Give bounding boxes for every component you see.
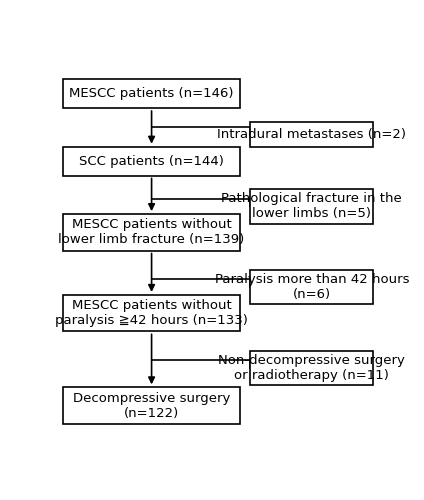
FancyBboxPatch shape bbox=[63, 146, 240, 176]
FancyBboxPatch shape bbox=[63, 295, 240, 332]
FancyBboxPatch shape bbox=[250, 189, 374, 224]
Text: SCC patients (n=144): SCC patients (n=144) bbox=[79, 154, 224, 168]
Text: MESCC patients without
lower limb fracture (n=139): MESCC patients without lower limb fractu… bbox=[59, 218, 245, 246]
FancyBboxPatch shape bbox=[63, 214, 240, 250]
Text: MESCC patients without
paralysis ≧42 hours (n=133): MESCC patients without paralysis ≧42 hou… bbox=[55, 299, 248, 327]
FancyBboxPatch shape bbox=[250, 122, 374, 146]
Text: Pathological fracture in the
lower limbs (n=5): Pathological fracture in the lower limbs… bbox=[221, 192, 402, 220]
Text: Non-decompressive surgery
or radiotherapy (n=11): Non-decompressive surgery or radiotherap… bbox=[218, 354, 405, 382]
FancyBboxPatch shape bbox=[250, 350, 374, 386]
FancyBboxPatch shape bbox=[63, 387, 240, 424]
Text: Intradural metastases (n=2): Intradural metastases (n=2) bbox=[217, 128, 406, 140]
FancyBboxPatch shape bbox=[63, 79, 240, 108]
Text: Decompressive surgery
(n=122): Decompressive surgery (n=122) bbox=[73, 392, 230, 419]
Text: MESCC patients (n=146): MESCC patients (n=146) bbox=[70, 87, 234, 100]
FancyBboxPatch shape bbox=[250, 270, 374, 304]
Text: Paralysis more than 42 hours
(n=6): Paralysis more than 42 hours (n=6) bbox=[215, 273, 409, 301]
